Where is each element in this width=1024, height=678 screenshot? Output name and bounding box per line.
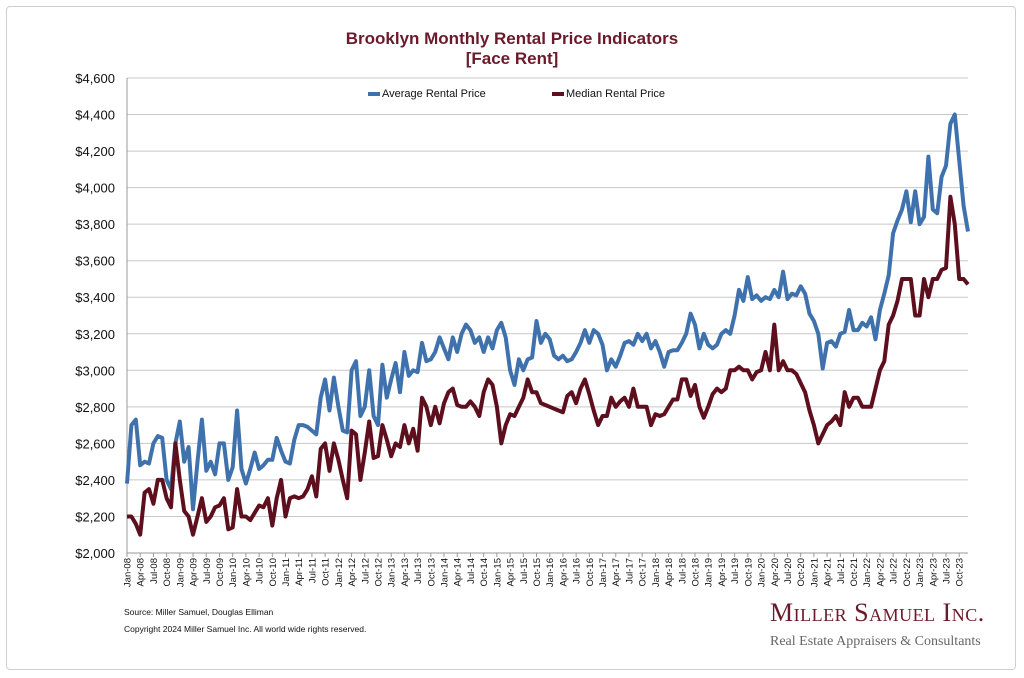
legend-label-average: Average Rental Price: [382, 88, 486, 100]
y-tick-label: $2,000: [75, 546, 115, 561]
y-tick-label: $3,400: [75, 290, 115, 305]
x-tick-label: Oct-22: [902, 558, 913, 587]
x-tick-label: Jul-22: [889, 558, 900, 584]
chart-title: Brooklyn Monthly Rental Price Indicators: [345, 29, 679, 48]
x-tick-label: Jan-11: [281, 558, 292, 586]
x-tick-label: Apr-15: [506, 558, 517, 587]
y-tick-label: $2,400: [75, 473, 115, 488]
x-tick-label: Oct-09: [215, 558, 226, 587]
x-tick-label: Jul-08: [149, 558, 160, 584]
x-tick-label: Apr-09: [189, 558, 200, 587]
copyright-note: Copyright 2024 Miller Samuel Inc. All wo…: [124, 624, 367, 634]
x-tick-label: Jan-18: [651, 558, 662, 587]
x-tick-label: Jan-13: [387, 558, 398, 587]
x-tick-label: Jan-16: [545, 558, 556, 587]
x-tick-label: Oct-23: [955, 558, 966, 587]
source-note: Source: Miller Samuel, Douglas Elliman: [124, 607, 274, 617]
x-tick-label: Jan-21: [809, 558, 820, 587]
x-tick-label: Jan-08: [123, 558, 134, 587]
x-tick-label: Apr-17: [611, 558, 622, 587]
x-tick-label: Jan-20: [757, 558, 768, 587]
x-tick-label: Oct-16: [585, 558, 596, 587]
chart-subtitle: [Face Rent]: [465, 49, 559, 68]
legend-item-average: Average Rental Price: [368, 88, 486, 100]
x-tick-label: Jan-22: [862, 558, 873, 587]
x-tick-label: Oct-13: [426, 558, 437, 587]
x-tick-label: Apr-21: [823, 558, 834, 587]
x-tick-label: Apr-08: [136, 558, 147, 587]
x-tick-label: Jul-15: [519, 558, 530, 584]
x-tick-label: Jan-12: [334, 558, 345, 587]
x-tick-label: Jan-15: [492, 558, 503, 587]
x-tick-label: Jul-17: [624, 558, 635, 584]
y-tick-label: $2,600: [75, 436, 115, 451]
x-tick-label: Oct-14: [479, 558, 490, 587]
legend-label-median: Median Rental Price: [566, 88, 666, 100]
x-tick-label: Jul-19: [730, 558, 741, 584]
x-tick-label: Jul-11: [307, 558, 318, 583]
x-tick-label: Apr-18: [664, 558, 675, 587]
y-tick-label: $4,000: [75, 181, 115, 196]
x-tick-label: Jul-09: [202, 558, 213, 584]
x-tick-label: Jul-16: [572, 558, 583, 584]
x-tick-label: Apr-14: [453, 558, 464, 587]
x-tick-label: Oct-15: [532, 558, 543, 587]
x-tick-label: Jan-17: [598, 558, 609, 587]
series-line-median-rental-price: [127, 194, 970, 537]
company-tagline: Real Estate Appraisers & Consultants: [770, 634, 981, 649]
x-tick-label: Oct-17: [638, 558, 649, 587]
x-tick-label: Jul-13: [413, 558, 424, 584]
x-tick-label: Jan-09: [175, 558, 186, 587]
x-tick-label: Jul-10: [255, 558, 266, 584]
x-tick-label: Jan-19: [704, 558, 715, 587]
company-logo: Miller Samuel Inc.: [770, 598, 985, 627]
x-tick-label: Oct-10: [268, 558, 279, 587]
x-tick-label: Oct-20: [796, 558, 807, 587]
y-tick-label: $4,600: [75, 71, 115, 86]
x-tick-label: Apr-19: [717, 558, 728, 587]
x-tick-label: Jul-23: [941, 558, 952, 584]
x-tick-label: Oct-12: [373, 558, 384, 587]
x-tick-label: Apr-20: [770, 558, 781, 587]
x-tick-label: Oct-18: [691, 558, 702, 587]
x-tick-label: Jul-12: [360, 558, 371, 584]
y-tick-label: $3,600: [75, 254, 115, 269]
y-tick-label: $3,200: [75, 327, 115, 342]
y-tick-label: $3,800: [75, 217, 115, 232]
legend-swatch-median: [552, 92, 564, 96]
x-tick-label: Jul-18: [677, 558, 688, 584]
x-tick-label: Oct-19: [743, 558, 754, 587]
x-tick-label: Jul-14: [466, 558, 477, 584]
legend-swatch-average: [368, 92, 380, 96]
x-tick-label: Apr-12: [347, 558, 358, 587]
x-tick-label: Apr-23: [928, 558, 939, 587]
y-tick-label: $3,000: [75, 363, 115, 378]
x-tick-label: Jul-21: [836, 558, 847, 584]
x-tick-label: Jul-20: [783, 558, 794, 584]
legend-item-median: Median Rental Price: [552, 88, 665, 100]
series-line-average-rental-price: [125, 112, 970, 512]
x-tick-label: Jan-10: [228, 558, 239, 587]
y-tick-label: $4,200: [75, 144, 115, 159]
y-tick-label: $2,800: [75, 400, 115, 415]
x-tick-label: Apr-16: [558, 558, 569, 587]
y-tick-label: $2,200: [75, 509, 115, 524]
x-tick-label: Apr-10: [241, 558, 252, 587]
x-tick-label: Apr-11: [294, 558, 305, 586]
x-tick-label: Oct-11: [321, 558, 332, 586]
x-tick-label: Jan-14: [440, 558, 451, 587]
x-tick-label: Apr-22: [875, 558, 886, 587]
x-tick-label: Oct-08: [162, 558, 173, 587]
chart-frame: [6, 6, 1016, 670]
x-tick-label: Jan-23: [915, 558, 926, 587]
y-tick-label: $4,400: [75, 108, 115, 123]
x-tick-label: Oct-21: [849, 558, 860, 587]
x-tick-label: Apr-13: [400, 558, 411, 587]
